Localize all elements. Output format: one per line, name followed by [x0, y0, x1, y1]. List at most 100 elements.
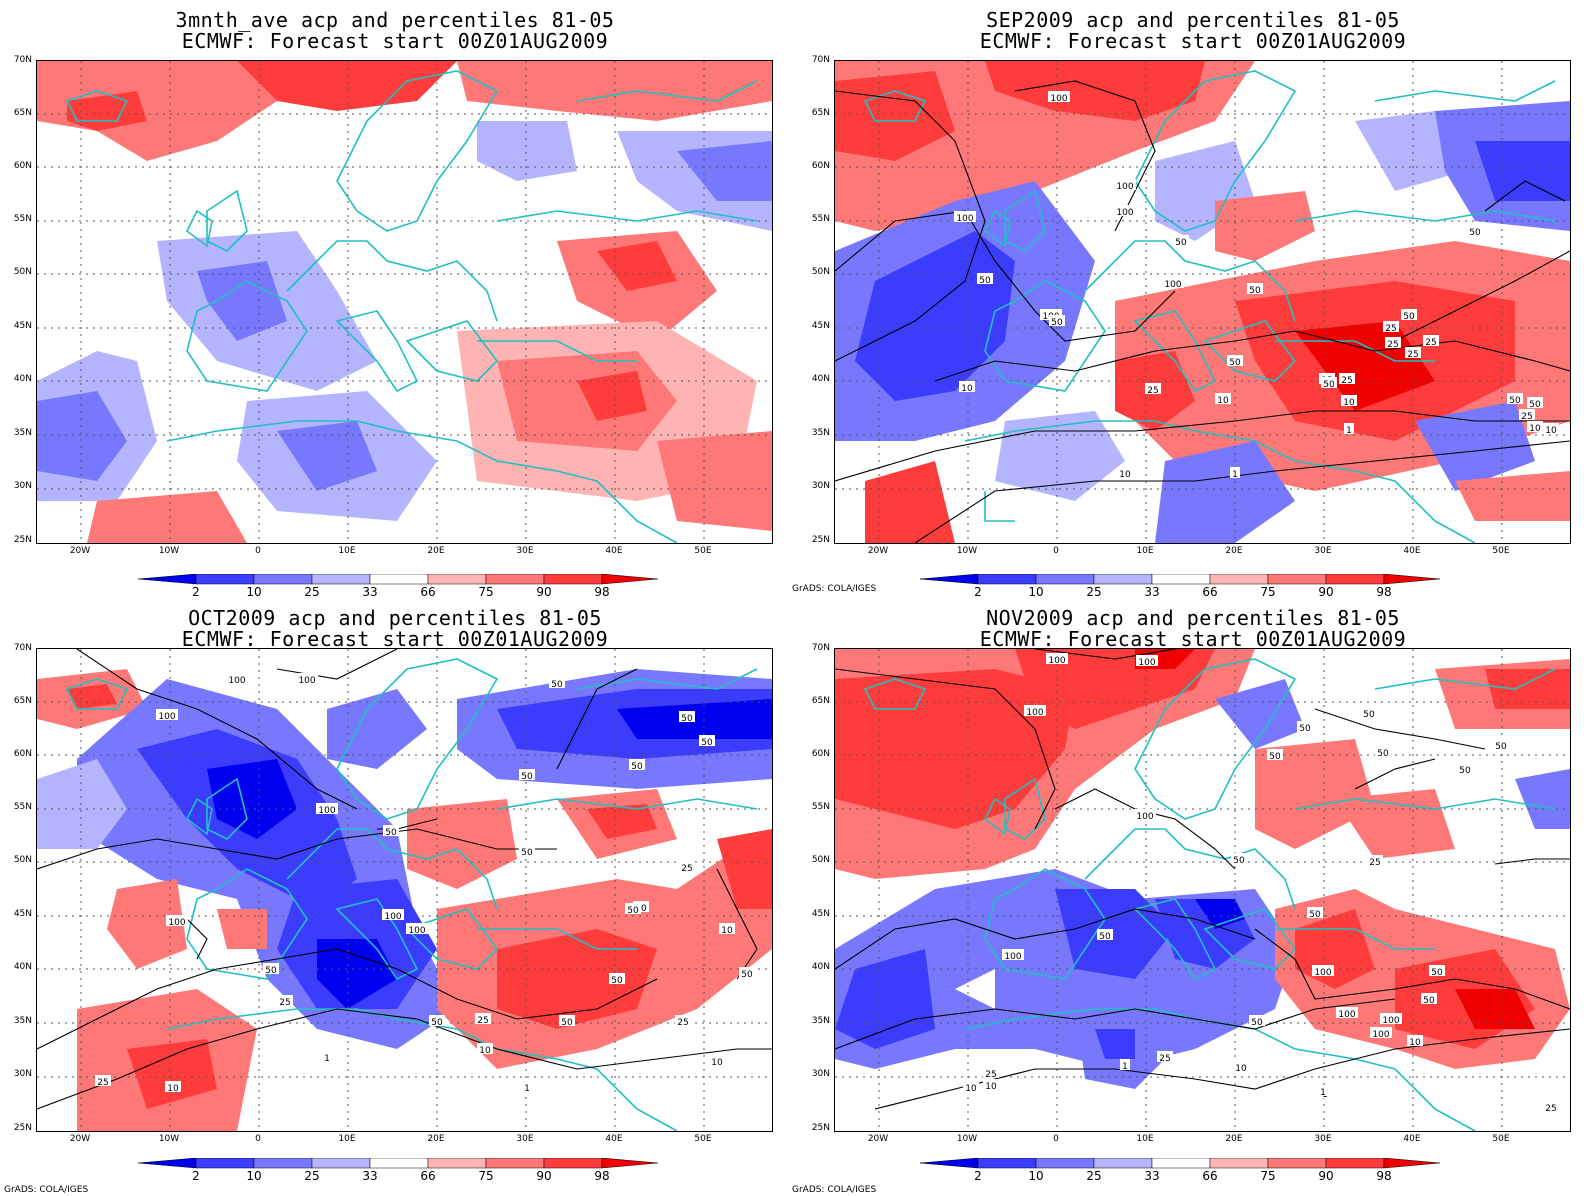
contour-label: 100	[158, 712, 175, 722]
lon-tick: 10E	[1136, 1134, 1154, 1144]
contour-label-bg	[226, 673, 248, 684]
contour-label-bg	[679, 861, 695, 872]
lon-tick: 10E	[338, 546, 356, 556]
contour-label-bg	[1297, 721, 1313, 732]
contour-label: 50	[1299, 724, 1311, 734]
contour-label: 50	[627, 906, 639, 916]
colorbar-label: 25	[304, 1169, 320, 1183]
lat-tick: 55N	[811, 802, 830, 812]
contour-label: 50	[1229, 358, 1241, 368]
lat-tick: 70N	[13, 55, 32, 65]
contour-label-bg	[549, 677, 565, 688]
contour-label: 100	[408, 926, 425, 936]
map-plot: 100 100 100 50 50 50 50 50 50 100 50 25 50 100 50 100 50…	[834, 648, 1571, 1132]
contour-label-bg	[1215, 393, 1231, 404]
contour-label: 10	[1545, 426, 1557, 436]
contour-label-bg	[1429, 965, 1445, 976]
contour-label-bg	[477, 1043, 493, 1054]
lon-tick: 10W	[158, 1134, 180, 1144]
contour-label: 50	[701, 738, 713, 748]
lat-tick: 70N	[811, 643, 830, 653]
contour-label: 50	[1249, 286, 1261, 296]
contour-label: 25	[1341, 376, 1352, 386]
contour-label: 50	[521, 848, 533, 858]
contour-label: 10	[1235, 1064, 1247, 1074]
contour-label: 50	[1363, 710, 1375, 720]
colorbar-label: 10	[1028, 1169, 1044, 1183]
lat-tick: 50N	[811, 267, 830, 277]
lon-tick: 20W	[867, 546, 889, 556]
lat-tick: 65N	[811, 108, 830, 118]
contour-label-bg	[1339, 373, 1355, 384]
contour-label-bg	[1307, 907, 1323, 918]
contour-label: 100	[1136, 812, 1153, 822]
lat-tick: 30N	[13, 1069, 32, 1079]
contour-label-bg	[1370, 1027, 1392, 1038]
lon-tick: 40E	[605, 546, 623, 556]
contour-label-bg	[1423, 335, 1439, 346]
contour-label-bg	[1049, 315, 1065, 326]
contour-label-bg	[1457, 763, 1473, 774]
colorbar-label: 75	[478, 1169, 494, 1183]
lat-tick: 55N	[13, 214, 32, 224]
contour-label: 50	[1509, 396, 1521, 406]
contour-label-bg	[166, 915, 188, 926]
colorbar-label: 98	[594, 1169, 610, 1183]
lon-tick: 0	[1053, 546, 1059, 556]
contour-lines	[835, 80, 1570, 543]
contour-label-bg	[1380, 1013, 1402, 1024]
contour-label-bg	[1230, 467, 1240, 478]
colorbar-label: 66	[420, 1169, 436, 1183]
lat-tick: 30N	[811, 481, 830, 491]
contour-label-bg	[1134, 809, 1156, 820]
contour-label-bg	[1385, 337, 1401, 348]
map-field	[37, 61, 772, 543]
contour-label: 100	[1314, 968, 1331, 978]
grads-credit: GrADS: COLA/IGES	[792, 1185, 877, 1195]
contour-label: 50	[979, 276, 991, 286]
colorbar-label: 90	[1318, 585, 1334, 599]
contour-label: 25	[681, 864, 692, 874]
colorbar-label: 10	[1028, 585, 1044, 599]
contour-label: 25	[1385, 324, 1396, 334]
colorbar-label: 2	[192, 585, 200, 599]
lat-tick: 70N	[811, 55, 830, 65]
lat-tick: 25N	[811, 535, 830, 545]
contour-label-bg	[1407, 1035, 1423, 1046]
contour-label: 100	[1026, 708, 1043, 718]
contour-label-bg	[1405, 347, 1421, 358]
contour-label-bg	[165, 1081, 181, 1092]
contour-label-bg	[519, 845, 535, 856]
lon-tick: 20E	[1225, 546, 1243, 556]
contour-label: 50	[551, 680, 563, 690]
contour-label-bg	[277, 995, 293, 1006]
lat-tick: 30N	[811, 1069, 830, 1079]
lon-tick: 40E	[1403, 1134, 1421, 1144]
contour-label-bg	[522, 1081, 532, 1092]
contour-label: 25	[1159, 1054, 1170, 1064]
contour-label: 100	[168, 918, 185, 928]
contour-label: 50	[1469, 228, 1481, 238]
lat-tick: 50N	[811, 855, 830, 865]
contour-label-bg	[1227, 355, 1243, 366]
contour-label: 50	[1175, 238, 1187, 248]
lon-tick: 20W	[69, 546, 91, 556]
colorbar-label: 33	[362, 585, 378, 599]
contour-label: 100	[1338, 1010, 1355, 1020]
contour-label: 100	[1050, 94, 1067, 104]
percentile-shading	[37, 669, 772, 1131]
contour-labels: 100 100 100 50 50 50 50 50 50 100 50 25 50 100 50 100 50…	[963, 653, 1559, 1114]
contour-label: 25	[1147, 386, 1158, 396]
lat-tick: 35N	[13, 1016, 32, 1026]
lat-tick: 60N	[13, 161, 32, 171]
contour-label-bg	[739, 967, 755, 978]
contour-label-bg	[1136, 655, 1158, 666]
panel-title-line2: ECMWF: Forecast start 00Z01AUG2009	[181, 29, 609, 53]
contour-label-bg	[1375, 746, 1391, 757]
contour-label: 25	[279, 998, 290, 1008]
contour-label: 1	[1232, 470, 1238, 480]
lat-tick: 60N	[811, 749, 830, 759]
contour-label-bg	[1097, 929, 1113, 940]
contour-label: 1	[1346, 426, 1352, 436]
contour-label: 10	[1217, 396, 1229, 406]
